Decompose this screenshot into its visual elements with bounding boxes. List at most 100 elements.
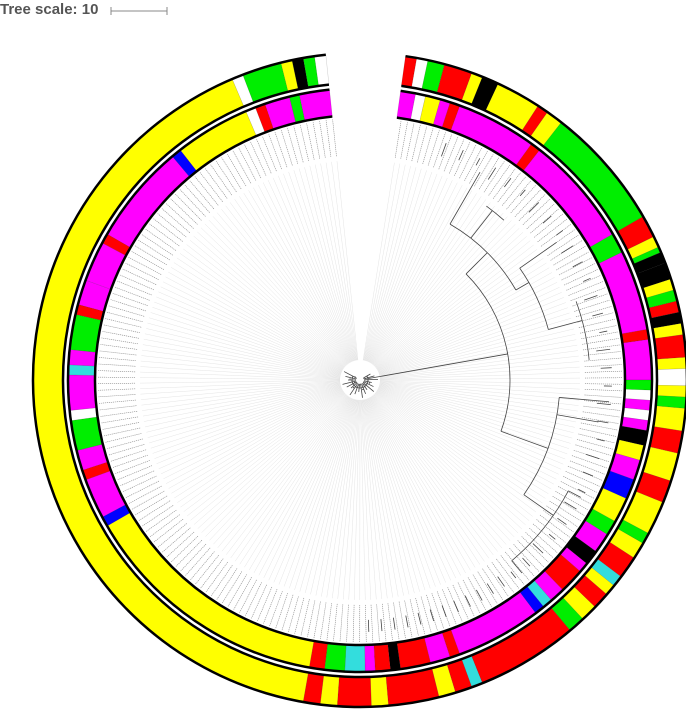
- tip-label: [462, 579, 481, 614]
- tip-label: [526, 203, 555, 230]
- tip-label: [583, 351, 621, 356]
- tree-branch: [350, 382, 358, 389]
- leaf-line: [142, 382, 341, 411]
- tip-label: [275, 592, 288, 629]
- tree-branch: [568, 490, 581, 498]
- leaf-line: [268, 398, 352, 581]
- inner-ring-border: [93, 115, 627, 647]
- tip-label: [579, 428, 616, 437]
- leaf-line: [143, 383, 341, 422]
- tip-label: [422, 128, 434, 165]
- tree-branch: [458, 149, 464, 161]
- leaf-line: [226, 395, 348, 555]
- leaf-line: [143, 339, 341, 377]
- leaf-line: [258, 184, 351, 363]
- tree-branch: [596, 348, 611, 352]
- leaf-line: [366, 398, 436, 587]
- tip-label: [365, 604, 367, 642]
- leaf-line: [189, 240, 345, 368]
- tree-branch: [519, 267, 549, 330]
- tip-label: [122, 268, 157, 285]
- tree-branch: [575, 301, 590, 360]
- leaf-line: [217, 395, 348, 548]
- tip-label: [215, 160, 237, 193]
- leaf-line: [368, 180, 453, 362]
- leaf-line: [326, 399, 358, 598]
- tip-label: [406, 123, 415, 160]
- leaf-line: [154, 301, 342, 374]
- leaf-line: [379, 323, 573, 376]
- leaf-line: [372, 395, 498, 552]
- leaf-line: [375, 236, 527, 368]
- leaf-line: [371, 395, 494, 556]
- tip-label: [98, 388, 136, 391]
- tip-label: [454, 142, 471, 176]
- tip-label: [486, 565, 509, 597]
- leaf-line: [289, 398, 354, 589]
- leaf-line: [376, 258, 544, 370]
- leaf-line: [140, 381, 341, 395]
- tip-label: [488, 164, 511, 196]
- leaf-line: [310, 399, 356, 595]
- leaf-line: [379, 382, 579, 406]
- tip-label: [478, 157, 500, 190]
- leaf-line: [147, 385, 341, 438]
- tree-branch: [362, 382, 375, 392]
- tip-label: [221, 157, 242, 190]
- tip-label: [536, 519, 566, 543]
- leaf-line: [377, 277, 555, 371]
- tree-branch: [441, 605, 447, 617]
- leaf-line: [373, 216, 508, 366]
- leaf-line: [377, 388, 559, 475]
- tree-branch: [577, 488, 586, 494]
- leaf-line: [374, 232, 524, 367]
- tip-label: [370, 604, 374, 642]
- leaf-line: [379, 318, 572, 375]
- leaf-line: [216, 212, 348, 365]
- tip-label: [158, 523, 187, 548]
- leaf-line: [140, 366, 341, 379]
- tip-label: [299, 124, 309, 162]
- tip-label: [543, 510, 574, 533]
- leaf-line: [278, 398, 353, 585]
- leaf-line: [221, 395, 348, 552]
- tip-labels: [98, 119, 622, 643]
- tree-branch: [528, 202, 540, 213]
- tip-label: [146, 509, 177, 532]
- tip-label: [467, 577, 487, 610]
- tip-label: [319, 121, 326, 158]
- tree-branch: [500, 430, 549, 449]
- leaf-line: [194, 393, 346, 525]
- tree-scale-label: Tree scale: 10: [0, 1, 99, 18]
- tip-label: [581, 417, 619, 424]
- tip-label: [306, 123, 315, 160]
- leaf-line: [367, 177, 448, 362]
- tree-branch: [572, 261, 583, 268]
- tip-label: [574, 299, 610, 312]
- tip-label: [532, 523, 562, 548]
- leaf-line: [370, 193, 477, 364]
- tip-label: [326, 603, 332, 640]
- leaf-line: [371, 202, 491, 364]
- tip-label: [518, 194, 546, 221]
- tip-label: [162, 527, 191, 553]
- tip-label: [393, 602, 400, 640]
- leaf-line: [142, 344, 341, 377]
- tip-label: [581, 331, 618, 340]
- tree-branch: [556, 414, 599, 423]
- leaf-line: [141, 355, 341, 378]
- tip-label: [216, 568, 238, 600]
- tip-label: [427, 130, 440, 166]
- leaf-line: [374, 393, 526, 526]
- leaf-line: [372, 209, 500, 365]
- tip-label: [232, 150, 252, 184]
- leaf-line: [379, 384, 575, 428]
- tip-label: [510, 185, 536, 214]
- outer-ring-segment: [656, 357, 686, 370]
- inner-ring-segment: [622, 339, 653, 381]
- tip-label: [568, 281, 603, 296]
- tree-branch: [363, 375, 375, 380]
- tip-label: [381, 603, 387, 641]
- leaf-line: [325, 162, 358, 361]
- tip-label: [99, 350, 137, 356]
